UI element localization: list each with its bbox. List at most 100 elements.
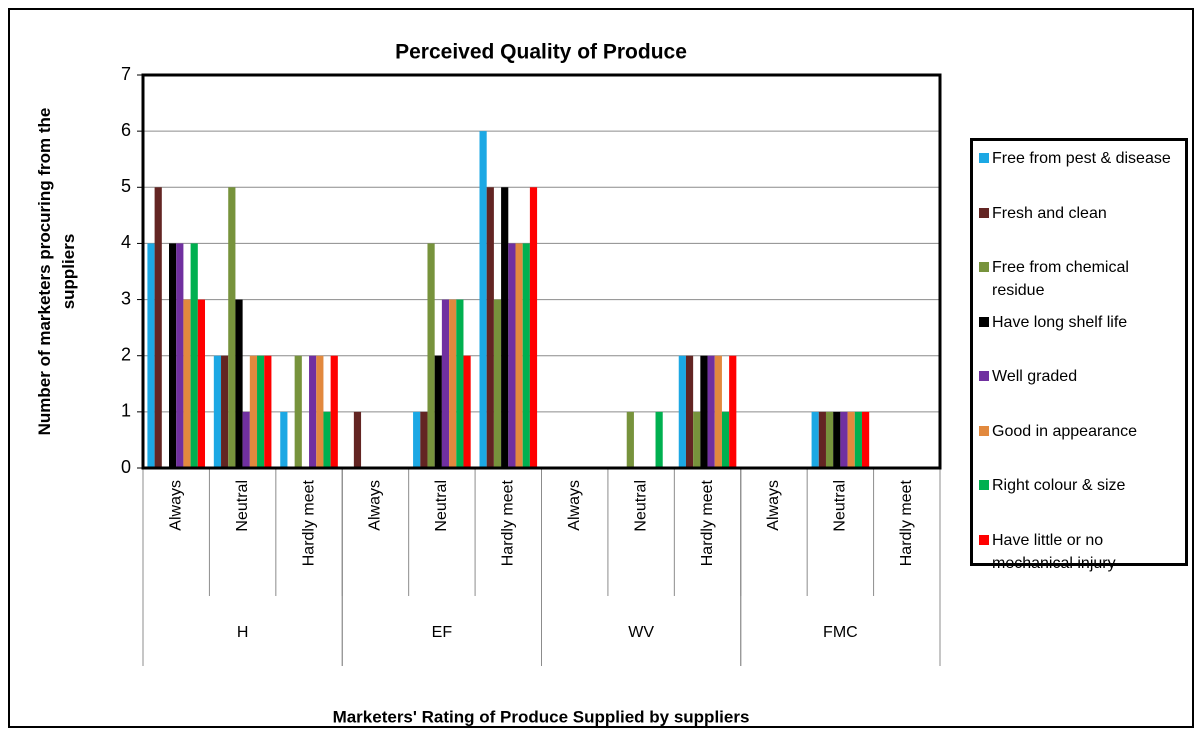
legend-entry: Free from chemical residue bbox=[979, 256, 1181, 311]
bar bbox=[693, 411, 701, 468]
legend-entry: Free from pest & disease bbox=[979, 147, 1181, 202]
y-tick-label: 1 bbox=[121, 401, 131, 421]
plot-border bbox=[141, 73, 942, 470]
legend-swatch bbox=[979, 262, 989, 272]
legend: Free from pest & disease Fresh and clean F… bbox=[970, 138, 1188, 572]
legend-entry: Good in appearance bbox=[979, 420, 1181, 475]
legend-swatch bbox=[979, 207, 989, 218]
bar bbox=[413, 411, 421, 468]
y-tick-label: 3 bbox=[121, 288, 131, 308]
legend-entry: Have little or no mechanical injury bbox=[979, 529, 1181, 584]
bar bbox=[508, 243, 516, 468]
bar bbox=[176, 243, 184, 468]
y-tick-label: 5 bbox=[121, 176, 131, 196]
group-label: H bbox=[237, 624, 249, 641]
bar bbox=[228, 187, 236, 469]
bar bbox=[493, 299, 502, 468]
bar bbox=[818, 411, 826, 468]
x-tick-label: Always bbox=[765, 480, 782, 531]
bar bbox=[213, 355, 222, 468]
bar bbox=[221, 355, 229, 468]
bar bbox=[707, 355, 715, 468]
legend-swatch bbox=[979, 425, 989, 436]
y-tick-label: 6 bbox=[121, 120, 131, 140]
chart-border bbox=[8, 8, 1194, 728]
legend-swatch bbox=[979, 534, 989, 545]
bar bbox=[811, 411, 819, 468]
legend-swatch bbox=[979, 316, 989, 327]
x-axis-title: Marketers' Rating of Produce Supplied by… bbox=[333, 707, 750, 726]
bar bbox=[242, 411, 250, 468]
bar bbox=[861, 411, 870, 468]
legend-label: Fresh and clean bbox=[992, 204, 1107, 222]
legend-entry: Well graded bbox=[979, 365, 1181, 420]
bar bbox=[294, 355, 302, 468]
legend-swatch bbox=[979, 480, 989, 490]
bar bbox=[729, 355, 737, 468]
x-tick-label: Hardly meet bbox=[699, 479, 716, 566]
legend-label: Right colour & size bbox=[992, 477, 1126, 494]
bar bbox=[685, 355, 694, 468]
x-tick-label: Always bbox=[167, 480, 184, 531]
x-tick-label: Neutral bbox=[433, 480, 450, 532]
bar bbox=[486, 187, 494, 469]
bar bbox=[840, 411, 848, 468]
bar bbox=[847, 411, 855, 468]
bar bbox=[190, 243, 198, 468]
group-label: EF bbox=[432, 624, 453, 641]
bar bbox=[655, 411, 663, 468]
x-tick-label: Neutral bbox=[632, 480, 649, 532]
bar bbox=[529, 187, 538, 469]
x-tick-label: Neutral bbox=[234, 480, 251, 532]
bar bbox=[626, 411, 634, 468]
x-tick-label: Hardly meet bbox=[500, 479, 517, 566]
bar bbox=[257, 355, 265, 468]
bar bbox=[833, 411, 841, 468]
x-tick-label: Hardly meet bbox=[898, 479, 915, 566]
legend-label: Have long shelf life bbox=[992, 313, 1128, 331]
legend-label: Well graded bbox=[992, 368, 1078, 385]
bar bbox=[714, 355, 722, 468]
y-tick-label: 2 bbox=[121, 344, 131, 364]
bar bbox=[147, 243, 155, 468]
bar bbox=[353, 411, 362, 468]
legend-label: Free from pest & disease bbox=[992, 150, 1171, 167]
bar bbox=[515, 243, 523, 468]
bar bbox=[183, 299, 191, 468]
bar bbox=[721, 411, 730, 468]
bar bbox=[456, 299, 464, 468]
bar bbox=[825, 411, 834, 468]
bar bbox=[154, 187, 162, 469]
bar bbox=[264, 355, 272, 468]
legend-entry: Right colour & size bbox=[979, 474, 1181, 529]
bar bbox=[235, 299, 243, 468]
bar bbox=[316, 355, 324, 468]
legend-label: Good in appearance bbox=[992, 422, 1137, 440]
x-tick-label: Neutral bbox=[832, 480, 849, 532]
bar bbox=[197, 299, 206, 468]
y-axis-title: Number of marketers procuring from the s… bbox=[35, 107, 78, 436]
legend-entry: Fresh and clean bbox=[979, 202, 1181, 257]
bar bbox=[330, 355, 338, 468]
y-axis-title-box: Number of marketers procuring from the s… bbox=[35, 107, 78, 436]
bar bbox=[522, 243, 530, 468]
y-tick-label: 0 bbox=[121, 457, 131, 477]
bar bbox=[323, 411, 331, 468]
x-tick-label: Hardly meet bbox=[300, 479, 317, 566]
bar bbox=[420, 411, 428, 468]
y-tick-label: 7 bbox=[121, 64, 131, 84]
bar bbox=[249, 355, 258, 468]
legend-label: Free from chemical residue bbox=[992, 259, 1129, 299]
legend-swatch bbox=[979, 153, 989, 163]
y-tick-label: 4 bbox=[121, 232, 131, 252]
x-tick-label: Always bbox=[566, 480, 583, 531]
legend-entry: Have long shelf life bbox=[979, 311, 1181, 366]
legend-label: Have little or no mechanical injury bbox=[992, 531, 1116, 572]
chart-title: Perceived Quality of Produce bbox=[395, 41, 687, 64]
bar bbox=[169, 243, 177, 468]
bar bbox=[441, 299, 450, 468]
bar bbox=[434, 355, 442, 468]
group-label: WV bbox=[628, 624, 654, 641]
